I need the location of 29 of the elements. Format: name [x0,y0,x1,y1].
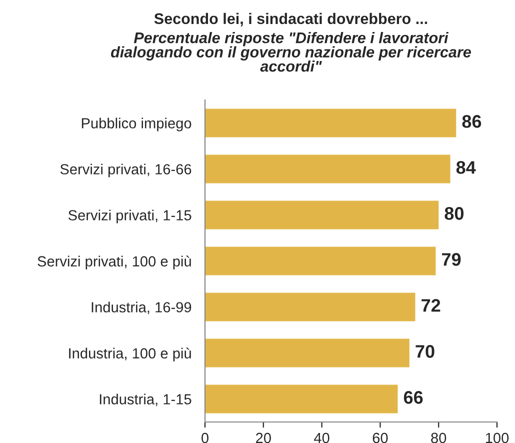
x-tick-label: 40 [314,432,330,443]
bar [205,338,410,368]
data-label: 79 [442,253,461,266]
data-label: 84 [456,161,476,174]
y-tick-label: Industria, 16-99 [92,302,192,314]
y-tick-label: Pubblico impiego [82,118,192,132]
x-tick-label: 0 [202,432,208,443]
data-label: 86 [462,115,482,128]
bar [205,384,398,414]
y-tick-label: Industria, 1-15 [100,394,192,406]
chart-title: Secondo lei, i sindacati dovrebbero ... [154,12,428,26]
chart-subtitle: Percentuale risposte "Difendere i lavoratori dialogando con il governo nazionale per ricercare accordi" [111,32,471,72]
bar [205,154,450,184]
data-label: 66 [404,391,423,404]
x-tick-label: 60 [372,432,388,443]
data-label: 70 [416,345,434,358]
y-tick-label: Servizi privati, 1-15 [68,210,192,224]
x-tick-label: 80 [431,432,446,443]
bar [205,292,416,322]
x-tick-label: 20 [256,432,271,443]
y-tick-label: Servizi privati, 16-66 [60,164,192,178]
y-tick-label: Industria, 100 e più [69,348,191,362]
bar [205,108,456,138]
y-tick-label: Servizi privati, 100 e più [38,256,191,270]
bar [205,246,436,276]
data-label: 80 [444,207,464,220]
data-label: 72 [422,299,440,312]
bar [205,200,439,230]
x-tick-label: 100 [486,432,509,443]
